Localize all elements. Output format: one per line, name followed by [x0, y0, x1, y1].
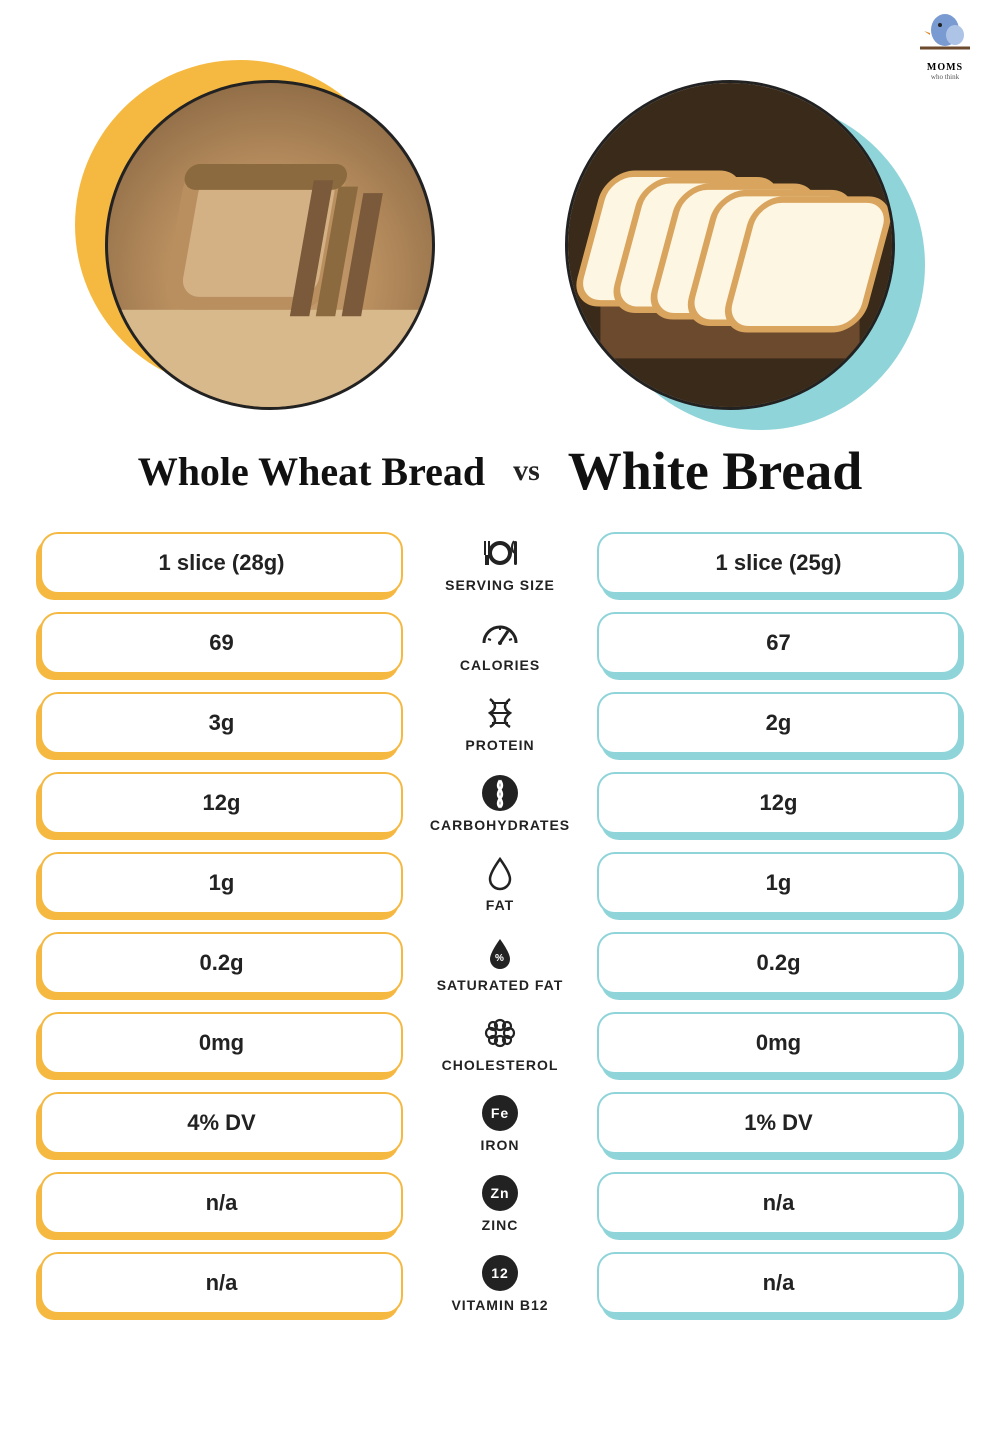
table-row: 3g PROTEIN 2g — [40, 692, 960, 754]
right-value: 0mg — [597, 1012, 960, 1074]
left-value: 1g — [40, 852, 403, 914]
left-value: 3g — [40, 692, 403, 754]
metric-label: PROTEIN — [415, 693, 585, 753]
metric-label: CHOLESTEROL — [415, 1013, 585, 1073]
table-row: 0.2g SATURATED FAT 0.2g — [40, 932, 960, 994]
metric-label: SATURATED FAT — [415, 933, 585, 993]
left-value: 12g — [40, 772, 403, 834]
metric-label: Zn ZINC — [415, 1173, 585, 1233]
dna-icon — [480, 693, 520, 733]
metric-name: CALORIES — [460, 657, 540, 673]
hero-white-bread — [565, 80, 895, 410]
table-row: 1g FAT 1g — [40, 852, 960, 914]
metric-name: SERVING SIZE — [445, 577, 555, 593]
hero-images — [40, 80, 960, 410]
white-bread-photo — [565, 80, 895, 410]
metric-label: 12 VITAMIN B12 — [415, 1253, 585, 1313]
metric-label: FAT — [415, 853, 585, 913]
right-value: n/a — [597, 1252, 960, 1314]
logo-brand: MOMS — [910, 62, 980, 73]
metric-name: FAT — [486, 897, 514, 913]
table-row: n/a Zn ZINC n/a — [40, 1172, 960, 1234]
metric-name: SATURATED FAT — [437, 977, 564, 993]
metric-label: Fe IRON — [415, 1093, 585, 1153]
metric-name: CARBOHYDRATES — [430, 817, 570, 833]
table-row: 69 CALORIES 67 — [40, 612, 960, 674]
left-value: 69 — [40, 612, 403, 674]
table-row: 4% DV Fe IRON 1% DV — [40, 1092, 960, 1154]
metric-name: PROTEIN — [465, 737, 534, 753]
left-value: 0.2g — [40, 932, 403, 994]
drop-fill-icon — [480, 933, 520, 973]
gauge-icon — [480, 613, 520, 653]
title-vs: vs — [513, 454, 540, 488]
right-value: 0.2g — [597, 932, 960, 994]
badge-12-icon: 12 — [480, 1253, 520, 1293]
left-value: 0mg — [40, 1012, 403, 1074]
logo-tagline: who think — [910, 73, 980, 81]
right-value: 1 slice (25g) — [597, 532, 960, 594]
table-row: 1 slice (28g) SERVING SIZE 1 slice (25g) — [40, 532, 960, 594]
plate-icon — [480, 533, 520, 573]
brand-logo: MOMS who think — [910, 10, 980, 81]
metric-label: SERVING SIZE — [415, 533, 585, 593]
metric-label: CALORIES — [415, 613, 585, 673]
badge-Zn-icon: Zn — [480, 1173, 520, 1213]
metric-name: VITAMIN B12 — [451, 1297, 548, 1313]
left-value: 4% DV — [40, 1092, 403, 1154]
left-value: n/a — [40, 1172, 403, 1234]
table-row: n/a 12 VITAMIN B12 n/a — [40, 1252, 960, 1314]
wheat-badge-icon — [480, 773, 520, 813]
left-value: 1 slice (28g) — [40, 532, 403, 594]
metric-name: ZINC — [482, 1217, 519, 1233]
right-value: 1% DV — [597, 1092, 960, 1154]
badge-Fe-icon: Fe — [480, 1093, 520, 1133]
left-value: n/a — [40, 1252, 403, 1314]
drop-icon — [480, 853, 520, 893]
title-right: White Bread — [568, 440, 863, 502]
metric-label: CARBOHYDRATES — [415, 773, 585, 833]
comparison-table: 1 slice (28g) SERVING SIZE 1 slice (25g) 69… — [40, 532, 960, 1314]
title-left: Whole Wheat Bread — [138, 448, 485, 495]
right-value: 2g — [597, 692, 960, 754]
right-value: 1g — [597, 852, 960, 914]
metric-name: IRON — [481, 1137, 520, 1153]
right-value: n/a — [597, 1172, 960, 1234]
title-row: Whole Wheat Bread vs White Bread — [40, 440, 960, 502]
table-row: 12g CARBOHYDRATES 12g — [40, 772, 960, 834]
hero-whole-wheat — [105, 80, 435, 410]
table-row: 0mg CHOLESTEROL 0mg — [40, 1012, 960, 1074]
whole-wheat-photo — [105, 80, 435, 410]
metric-name: CHOLESTEROL — [442, 1057, 559, 1073]
molecule-icon — [480, 1013, 520, 1053]
right-value: 12g — [597, 772, 960, 834]
right-value: 67 — [597, 612, 960, 674]
